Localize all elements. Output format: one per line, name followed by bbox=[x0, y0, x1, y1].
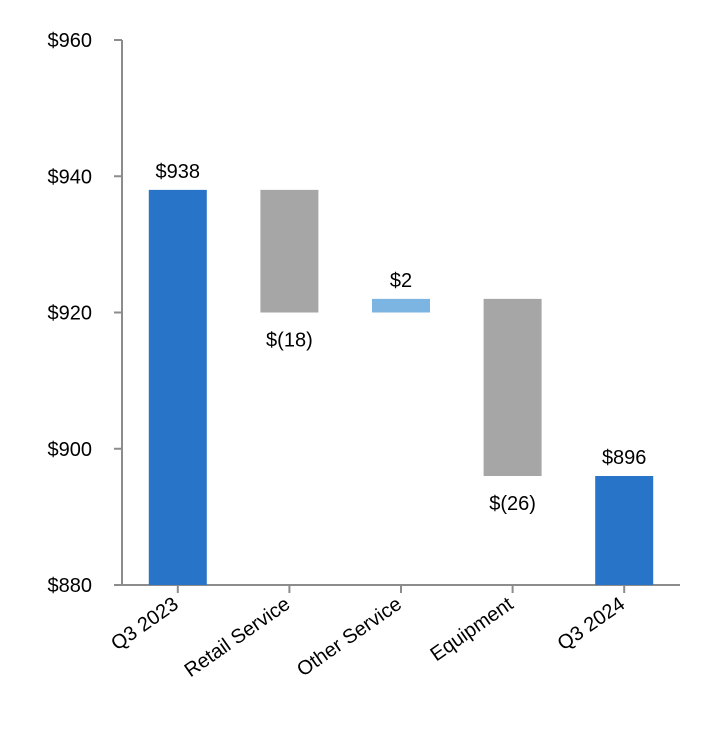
bars bbox=[148, 189, 654, 585]
y-tick-label: $940 bbox=[48, 166, 93, 188]
data-label: $938 bbox=[156, 161, 201, 183]
bar-equipment bbox=[483, 298, 542, 476]
data-label: $(18) bbox=[266, 330, 313, 352]
x-tick-label: Q3 2023 bbox=[107, 593, 182, 655]
y-tick-label: $900 bbox=[48, 439, 93, 461]
y-tick-label: $880 bbox=[48, 575, 93, 597]
x-tick-label: Other Service bbox=[293, 593, 406, 681]
bar-retail-service bbox=[260, 189, 319, 313]
x-tick-label: Q3 2024 bbox=[554, 593, 629, 655]
data-labels: $938 $(18) $2 $(26) $896 bbox=[156, 161, 647, 515]
y-tick-label: $920 bbox=[48, 303, 93, 325]
bar-q3-2024 bbox=[595, 476, 654, 585]
data-label: $896 bbox=[602, 447, 647, 469]
bar-q3-2023 bbox=[148, 189, 207, 585]
x-tick-label: Retail Service bbox=[181, 593, 295, 682]
bar-other-service bbox=[372, 298, 430, 313]
data-label: $2 bbox=[390, 270, 412, 292]
data-label: $(26) bbox=[489, 493, 536, 515]
x-tick-label: Equipment bbox=[427, 593, 518, 666]
y-axis: $960 $940 $920 $900 $880 bbox=[48, 30, 123, 597]
y-tick-label: $960 bbox=[48, 30, 93, 52]
